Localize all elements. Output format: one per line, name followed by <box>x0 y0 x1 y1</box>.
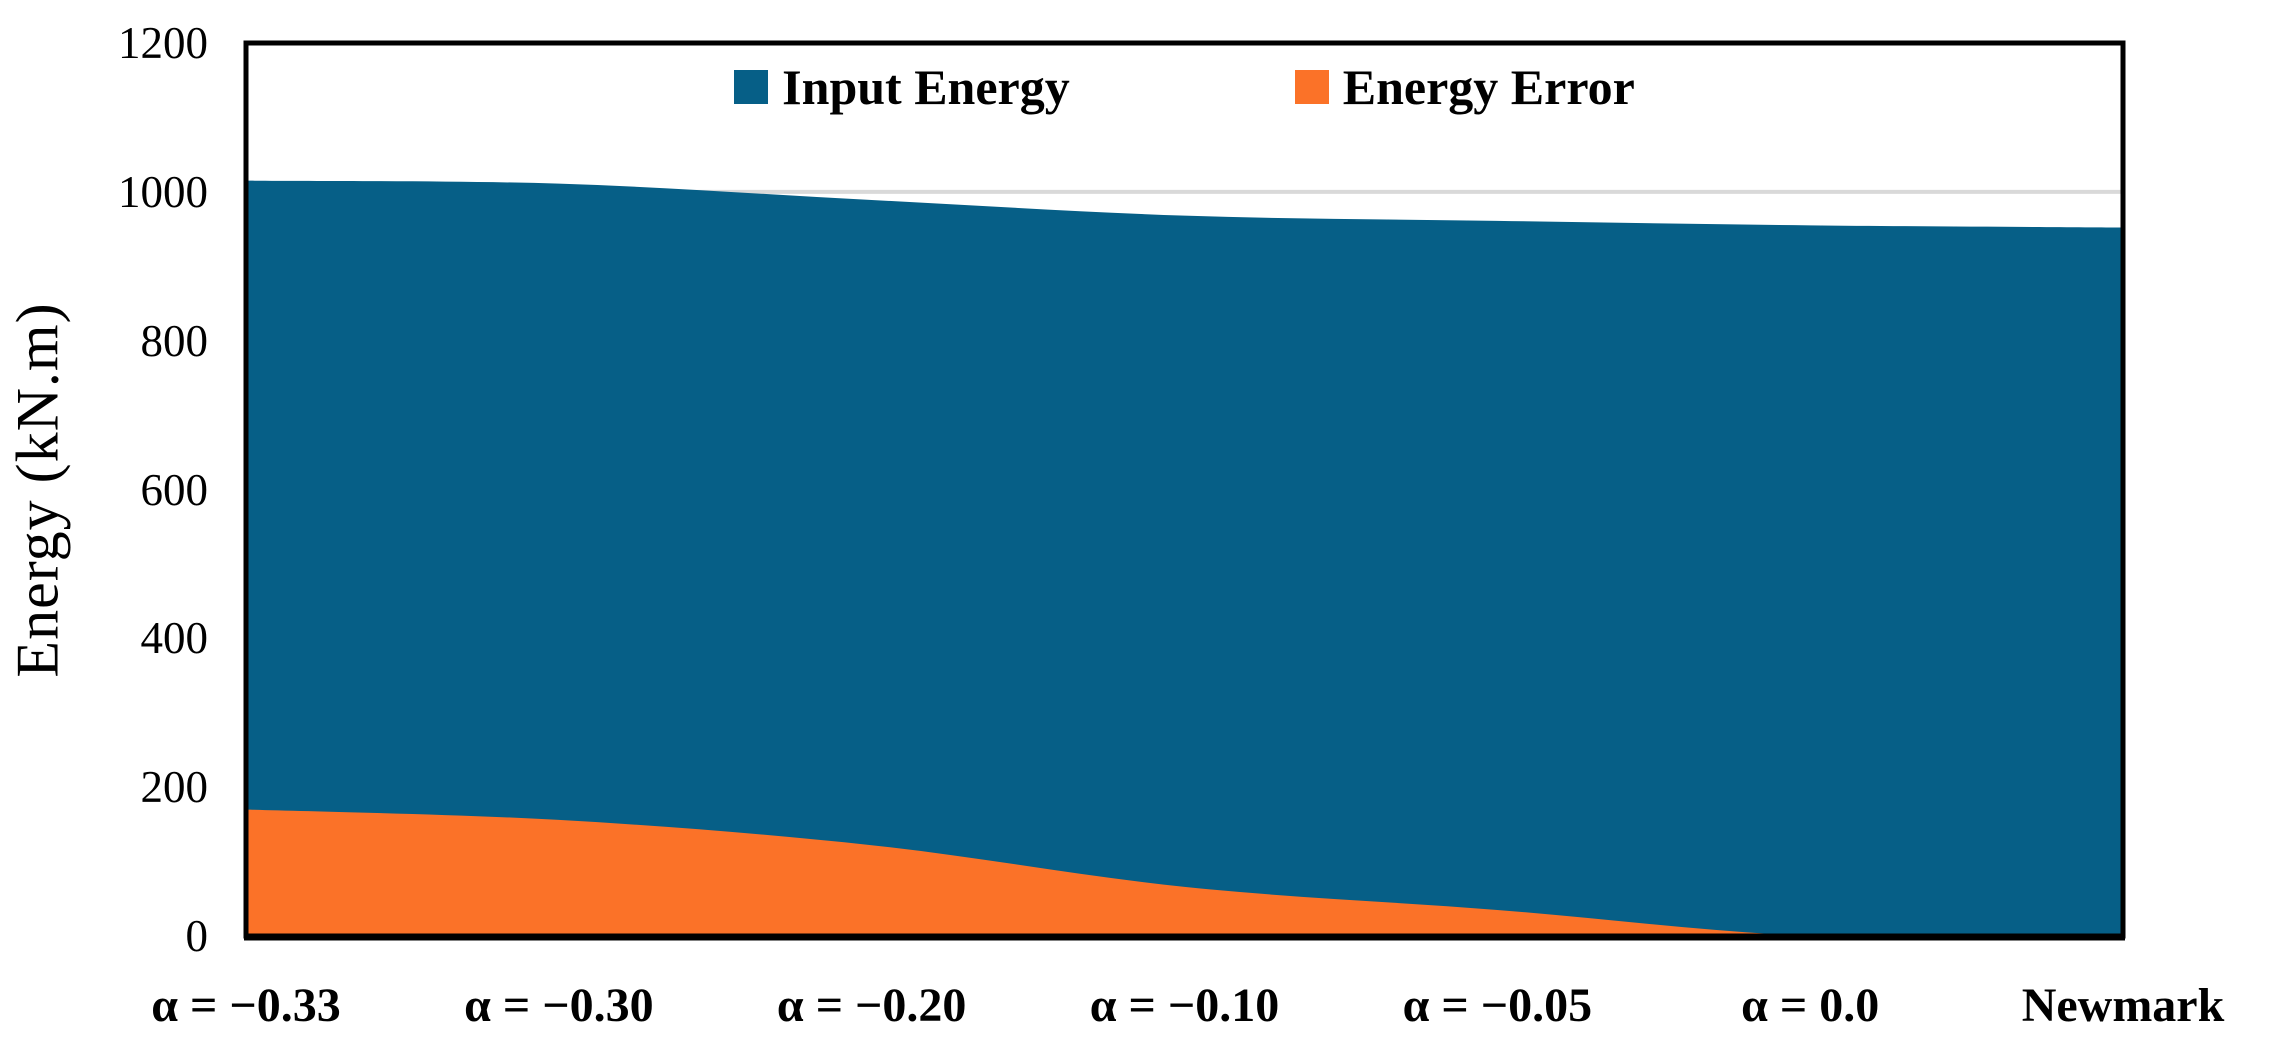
y-tick-label: 800 <box>140 315 209 366</box>
x-category-label: α = −0.10 <box>1089 979 1280 1032</box>
legend: Input Energy Energy Error <box>246 58 2123 116</box>
area-series-group <box>246 180 2123 936</box>
y-tick-label: 1200 <box>118 18 208 68</box>
legend-label: Input Energy <box>782 59 1070 115</box>
y-tick-label: 0 <box>185 911 209 961</box>
x-category-label: α = −0.05 <box>1402 979 1593 1032</box>
legend-label: Energy Error <box>1342 59 1635 115</box>
x-category-label: α = −0.20 <box>776 979 967 1032</box>
y-tick-label: 600 <box>140 464 209 515</box>
area-series-1 <box>246 809 2123 936</box>
x-category-label: α = −0.33 <box>151 979 341 1032</box>
legend-swatch-icon <box>734 70 769 104</box>
x-category-label: α = 0.0 <box>1741 979 1880 1032</box>
legend-item-1: Energy Error <box>1294 58 1635 116</box>
y-tick-label: 200 <box>140 762 209 813</box>
x-category-label: Newmark <box>2021 979 2225 1032</box>
legend-item-0: Input Energy <box>734 58 1070 116</box>
legend-swatch-icon <box>1294 70 1329 104</box>
y-tick-label: 400 <box>140 613 209 664</box>
area-series-0 <box>246 180 2123 936</box>
y-tick-label: 1000 <box>118 166 208 217</box>
x-category-label: α = −0.30 <box>464 979 654 1032</box>
